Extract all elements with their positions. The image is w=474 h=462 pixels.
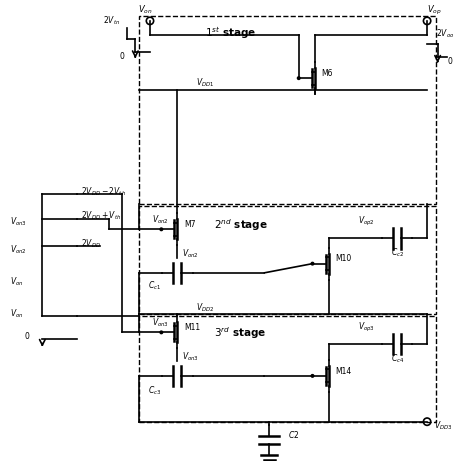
Text: $1^{st}$ stage: $1^{st}$ stage [205, 25, 256, 41]
Text: $V_{DD2}$: $V_{DD2}$ [196, 301, 214, 314]
Text: M14: M14 [336, 366, 352, 376]
Text: $2V_{oo}$: $2V_{oo}$ [436, 28, 455, 40]
Text: $C_{c4}$: $C_{c4}$ [391, 352, 404, 365]
Text: 0: 0 [24, 332, 29, 341]
Text: $V_{on}$: $V_{on}$ [10, 275, 24, 288]
Text: $V_{on2}$: $V_{on2}$ [10, 243, 27, 255]
Text: $V_{op2}$: $V_{op2}$ [358, 215, 375, 228]
Text: $V_{on2}$: $V_{on2}$ [152, 213, 169, 226]
Text: $V_{DD3}$: $V_{DD3}$ [434, 419, 452, 432]
Text: $V_{on3}$: $V_{on3}$ [182, 351, 199, 363]
Circle shape [160, 331, 163, 334]
Text: $2V_{tn}$: $2V_{tn}$ [103, 14, 120, 27]
Text: $3^{rd}$ stage: $3^{rd}$ stage [214, 325, 266, 341]
Text: $2V_{DD}-2V_{th}$: $2V_{DD}-2V_{th}$ [81, 185, 127, 198]
Text: $V_{on3}$: $V_{on3}$ [152, 316, 169, 329]
Text: M6: M6 [322, 69, 333, 78]
Circle shape [297, 77, 300, 79]
Text: $C_{c3}$: $C_{c3}$ [148, 384, 161, 397]
Circle shape [311, 375, 314, 377]
Text: M7: M7 [184, 220, 196, 229]
Text: $V_{on}$: $V_{on}$ [138, 4, 153, 16]
Text: 0: 0 [448, 57, 453, 66]
Circle shape [160, 228, 163, 231]
Text: $V_{op}$: $V_{op}$ [427, 4, 441, 17]
Text: $2V_{DD}$: $2V_{DD}$ [81, 237, 101, 250]
Text: $2^{nd}$ stage: $2^{nd}$ stage [214, 218, 268, 233]
Text: $V_{DD1}$: $V_{DD1}$ [196, 77, 214, 90]
Circle shape [311, 262, 314, 265]
Text: 0: 0 [120, 52, 125, 61]
Text: M10: M10 [336, 255, 352, 263]
Text: $V_{on3}$: $V_{on3}$ [10, 216, 27, 228]
Text: $C_{c2}$: $C_{c2}$ [391, 247, 404, 259]
Text: M11: M11 [184, 323, 201, 332]
Text: $C2$: $C2$ [288, 429, 300, 440]
Text: $V_{on}$: $V_{on}$ [10, 307, 24, 320]
Text: $2V_{DD}+V_{th}$: $2V_{DD}+V_{th}$ [81, 210, 121, 222]
Text: $V_{op3}$: $V_{op3}$ [358, 321, 375, 334]
Text: $C_{c1}$: $C_{c1}$ [148, 280, 161, 292]
Text: $V_{on2}$: $V_{on2}$ [182, 248, 199, 260]
